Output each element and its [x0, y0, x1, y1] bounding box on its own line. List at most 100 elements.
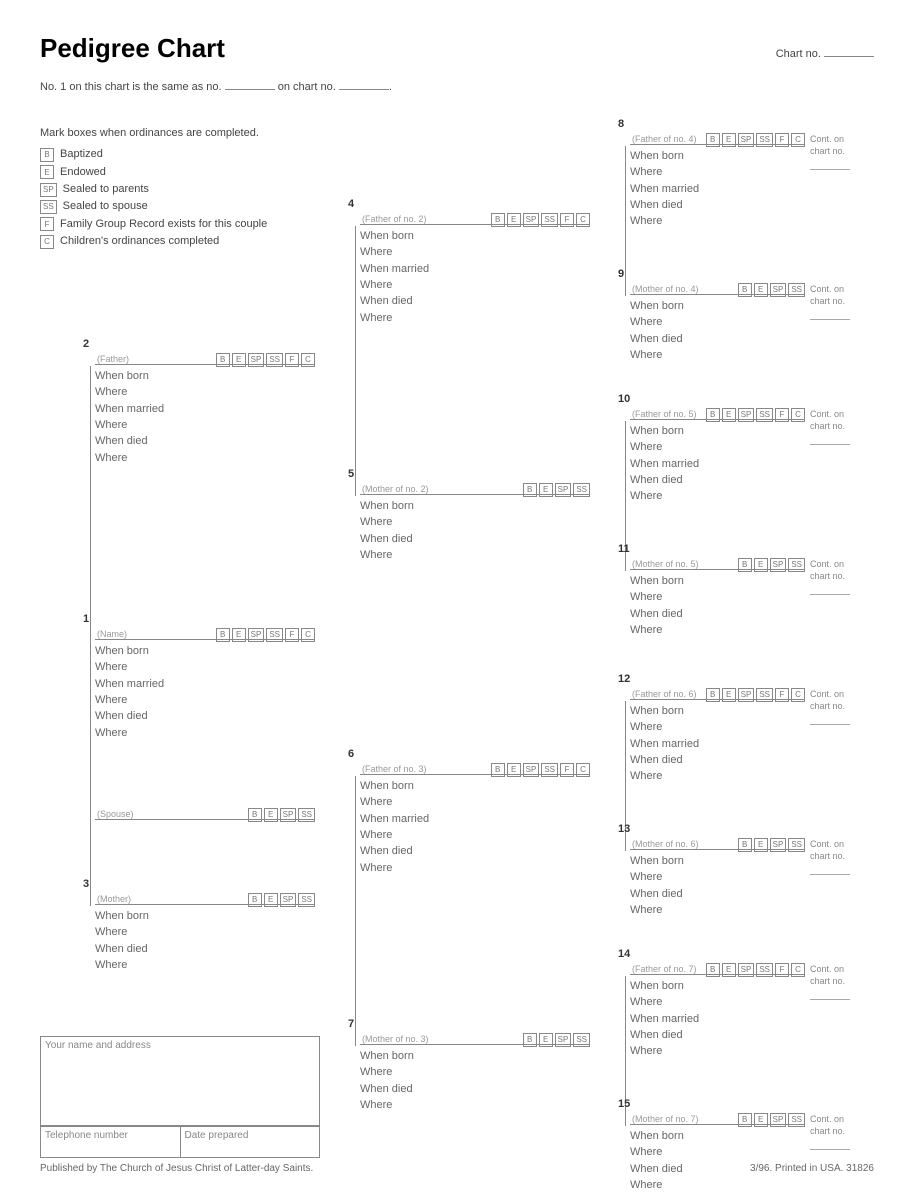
- ord-box-f[interactable]: F: [560, 213, 574, 227]
- field-when-born[interactable]: When born: [360, 499, 590, 514]
- ord-box-sp[interactable]: SP: [770, 1113, 787, 1127]
- ord-box-f[interactable]: F: [775, 688, 789, 702]
- field-when-married[interactable]: When married: [360, 262, 590, 277]
- ord-box-b[interactable]: B: [491, 213, 505, 227]
- name-line[interactable]: (Father of no. 5)BESPSSFC: [630, 406, 805, 420]
- field-where[interactable]: Where: [360, 548, 590, 563]
- ord-box-ss[interactable]: SS: [756, 963, 773, 977]
- field-where[interactable]: Where: [630, 440, 805, 455]
- field-when-born[interactable]: When born: [630, 854, 805, 869]
- field-when-died[interactable]: When died: [95, 709, 315, 724]
- ord-box-b[interactable]: B: [491, 763, 505, 777]
- ord-box-f[interactable]: F: [775, 963, 789, 977]
- field-where[interactable]: Where: [630, 1178, 805, 1193]
- cont-chart-blank[interactable]: [810, 435, 850, 445]
- ord-box-e[interactable]: E: [507, 763, 521, 777]
- name-line[interactable]: (Mother)BESPSS: [95, 891, 315, 905]
- field-where[interactable]: Where: [630, 165, 805, 180]
- ord-box-ss[interactable]: SS: [541, 213, 558, 227]
- field-where[interactable]: Where: [630, 769, 805, 784]
- field-when-born[interactable]: When born: [360, 229, 590, 244]
- ord-box-f[interactable]: F: [775, 408, 789, 422]
- field-when-born[interactable]: When born: [630, 1129, 805, 1144]
- ord-box-ss[interactable]: SS: [298, 893, 315, 907]
- field-when-died[interactable]: When died: [630, 1028, 805, 1043]
- ord-box-e[interactable]: E: [722, 688, 736, 702]
- field-when-died[interactable]: When died: [360, 294, 590, 309]
- cont-chart-blank[interactable]: [810, 865, 850, 875]
- name-line[interactable]: (Mother of no. 2)BESPSS: [360, 481, 590, 495]
- field-where[interactable]: Where: [630, 590, 805, 605]
- ord-box-e[interactable]: E: [754, 838, 768, 852]
- ord-box-ss[interactable]: SS: [573, 483, 590, 497]
- name-line[interactable]: (Mother of no. 3)BESPSS: [360, 1031, 590, 1045]
- ord-box-b[interactable]: B: [216, 628, 230, 642]
- ord-box-e[interactable]: E: [722, 133, 736, 147]
- ord-box-b[interactable]: B: [738, 1113, 752, 1127]
- ord-box-c[interactable]: C: [301, 353, 315, 367]
- field-where[interactable]: Where: [360, 278, 590, 293]
- ord-box-b[interactable]: B: [738, 838, 752, 852]
- field-when-died[interactable]: When died: [95, 942, 315, 957]
- xref-person-blank[interactable]: [225, 80, 275, 90]
- field-when-married[interactable]: When married: [630, 182, 805, 197]
- ord-box-b[interactable]: B: [706, 963, 720, 977]
- ord-box-sp[interactable]: SP: [770, 838, 787, 852]
- field-where[interactable]: Where: [360, 311, 590, 326]
- field-when-married[interactable]: When married: [630, 1012, 805, 1027]
- name-line[interactable]: (Father of no. 7)BESPSSFC: [630, 961, 805, 975]
- ord-box-f[interactable]: F: [560, 763, 574, 777]
- ord-box-e[interactable]: E: [232, 353, 246, 367]
- ord-box-ss[interactable]: SS: [756, 688, 773, 702]
- field-when-born[interactable]: When born: [95, 369, 315, 384]
- field-when-died[interactable]: When died: [630, 473, 805, 488]
- ord-box-c[interactable]: C: [576, 763, 590, 777]
- ord-box-b[interactable]: B: [523, 483, 537, 497]
- field-when-married[interactable]: When married: [360, 812, 590, 827]
- name-line[interactable]: (Mother of no. 7)BESPSS: [630, 1111, 805, 1125]
- ord-box-b[interactable]: B: [706, 133, 720, 147]
- field-where[interactable]: Where: [95, 385, 315, 400]
- field-when-born[interactable]: When born: [630, 299, 805, 314]
- field-where[interactable]: Where: [630, 1044, 805, 1059]
- field-where[interactable]: Where: [360, 795, 590, 810]
- field-where[interactable]: Where: [630, 315, 805, 330]
- ord-box-b[interactable]: B: [248, 893, 262, 907]
- ord-box-e[interactable]: E: [264, 808, 278, 822]
- ord-box-sp[interactable]: SP: [280, 808, 297, 822]
- name-line[interactable]: (Father of no. 6)BESPSSFC: [630, 686, 805, 700]
- ord-box-e[interactable]: E: [754, 1113, 768, 1127]
- ord-box-ss[interactable]: SS: [756, 408, 773, 422]
- field-where[interactable]: Where: [630, 214, 805, 229]
- cont-chart-blank[interactable]: [810, 1140, 850, 1150]
- field-where[interactable]: Where: [95, 693, 315, 708]
- ord-box-ss[interactable]: SS: [266, 628, 283, 642]
- ord-box-ss[interactable]: SS: [541, 763, 558, 777]
- name-address-box[interactable]: Your name and address: [40, 1036, 320, 1126]
- ord-box-e[interactable]: E: [539, 483, 553, 497]
- ord-box-f[interactable]: F: [285, 353, 299, 367]
- field-where[interactable]: Where: [95, 451, 315, 466]
- ord-box-ss[interactable]: SS: [788, 283, 805, 297]
- xref-chart-blank[interactable]: [339, 80, 389, 90]
- field-where[interactable]: Where: [630, 995, 805, 1010]
- field-where[interactable]: Where: [360, 861, 590, 876]
- ord-box-e[interactable]: E: [754, 558, 768, 572]
- ord-box-e[interactable]: E: [232, 628, 246, 642]
- field-where[interactable]: Where: [95, 958, 315, 973]
- ord-box-e[interactable]: E: [264, 893, 278, 907]
- field-where[interactable]: Where: [95, 726, 315, 741]
- field-when-born[interactable]: When born: [360, 1049, 590, 1064]
- field-when-died[interactable]: When died: [95, 434, 315, 449]
- ord-box-c[interactable]: C: [791, 133, 805, 147]
- name-line[interactable]: (Mother of no. 5)BESPSS: [630, 556, 805, 570]
- ord-box-c[interactable]: C: [791, 688, 805, 702]
- field-where[interactable]: Where: [360, 1065, 590, 1080]
- ord-box-sp[interactable]: SP: [280, 893, 297, 907]
- ord-box-ss[interactable]: SS: [573, 1033, 590, 1047]
- field-where[interactable]: Where: [630, 623, 805, 638]
- cont-chart-blank[interactable]: [810, 160, 850, 170]
- cont-chart-blank[interactable]: [810, 585, 850, 595]
- ord-box-sp[interactable]: SP: [523, 763, 540, 777]
- ord-box-ss[interactable]: SS: [756, 133, 773, 147]
